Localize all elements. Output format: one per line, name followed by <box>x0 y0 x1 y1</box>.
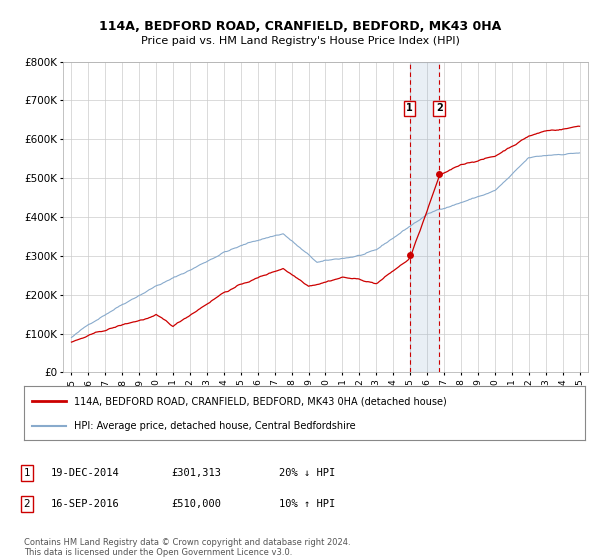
Text: £510,000: £510,000 <box>171 499 221 509</box>
Text: 114A, BEDFORD ROAD, CRANFIELD, BEDFORD, MK43 0HA (detached house): 114A, BEDFORD ROAD, CRANFIELD, BEDFORD, … <box>74 396 447 407</box>
Text: 2: 2 <box>23 499 31 509</box>
Text: 10% ↑ HPI: 10% ↑ HPI <box>279 499 335 509</box>
Text: 114A, BEDFORD ROAD, CRANFIELD, BEDFORD, MK43 0HA: 114A, BEDFORD ROAD, CRANFIELD, BEDFORD, … <box>99 20 501 32</box>
Text: HPI: Average price, detached house, Central Bedfordshire: HPI: Average price, detached house, Cent… <box>74 421 356 431</box>
Text: 20% ↓ HPI: 20% ↓ HPI <box>279 468 335 478</box>
Text: 19-DEC-2014: 19-DEC-2014 <box>51 468 120 478</box>
Text: 1: 1 <box>406 103 413 113</box>
Text: £301,313: £301,313 <box>171 468 221 478</box>
Text: Contains HM Land Registry data © Crown copyright and database right 2024.
This d: Contains HM Land Registry data © Crown c… <box>24 538 350 557</box>
Text: 16-SEP-2016: 16-SEP-2016 <box>51 499 120 509</box>
Text: 1: 1 <box>23 468 31 478</box>
Text: Price paid vs. HM Land Registry's House Price Index (HPI): Price paid vs. HM Land Registry's House … <box>140 36 460 46</box>
Bar <box>410 62 439 372</box>
Text: 2: 2 <box>436 103 443 113</box>
